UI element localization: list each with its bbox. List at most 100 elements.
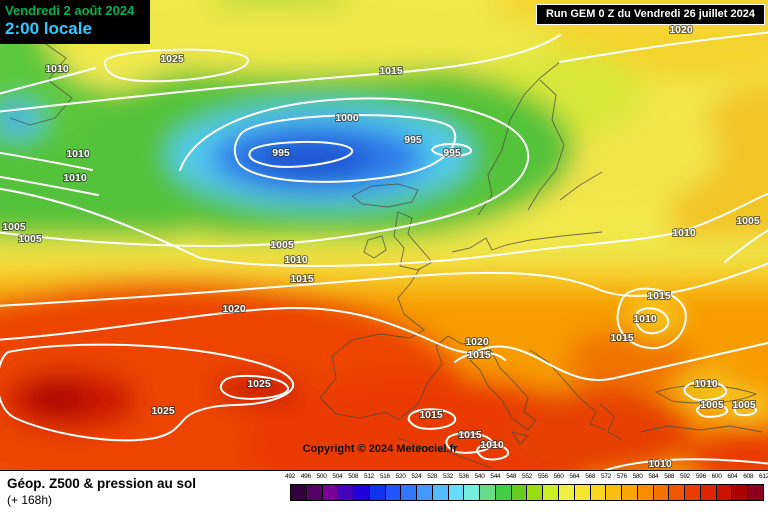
scale-cell [432, 485, 449, 500]
scale-cell [637, 485, 654, 500]
scale-value: 508 [348, 473, 359, 480]
isobar-value-label: 995 [404, 134, 422, 146]
isobar-value-label: 1015 [290, 273, 314, 285]
isobar-value-label: 1025 [160, 53, 184, 65]
isobar-value-label: 1010 [633, 313, 657, 325]
scale-value: 548 [506, 473, 517, 480]
scale-value: 512 [364, 473, 374, 480]
scale-value: 604 [727, 473, 738, 480]
scale-cell [574, 485, 591, 500]
scale-cell [480, 485, 496, 500]
isobar-value-label: 1005 [270, 239, 294, 251]
isobar-value-label: 1010 [63, 172, 87, 184]
isobar-value-label: 1010 [694, 378, 718, 390]
isobar-value-label: 1015 [647, 290, 671, 302]
scale-cell [669, 485, 686, 500]
forecast-hour: (+ 168h) [7, 493, 53, 507]
run-info-box: Run GEM 0 Z du Vendredi 26 juillet 2024 [535, 4, 765, 25]
isobar-value-label: 1025 [247, 378, 271, 390]
isobar-value-label: 995 [272, 147, 290, 159]
scale-cell [511, 485, 528, 500]
scale-value: 544 [490, 473, 501, 480]
valid-time-box: Vendredi 2 août 2024 2:00 locale [0, 0, 151, 44]
map-title: Géop. Z500 & pression au sol [7, 476, 197, 491]
scale-value: 540 [474, 473, 485, 480]
forecast-map: 1010102510151020100099599599510101010100… [0, 0, 768, 470]
scale-cell [685, 485, 701, 500]
scale-value: 504 [332, 473, 343, 480]
scale-cell [291, 485, 307, 500]
isobar-value-label: 995 [443, 147, 461, 159]
scale-cell [732, 485, 749, 500]
scale-cell [495, 485, 512, 500]
scale-value: 520 [395, 473, 406, 480]
scale-cell [306, 485, 323, 500]
scale-value: 536 [458, 473, 469, 480]
coastlines [9, 0, 763, 469]
scale-cell [401, 485, 418, 500]
scale-value: 608 [743, 473, 754, 480]
isobar-value-label: 1015 [467, 349, 491, 361]
isobar-value-label: 1005 [700, 399, 724, 411]
isobar-value-label: 1010 [66, 148, 90, 160]
scale-value: 524 [411, 473, 422, 480]
scale-value: 564 [569, 473, 580, 480]
isobar-value-label: 1015 [458, 429, 482, 441]
scale-cell [653, 485, 670, 500]
scale-value: 612 [759, 473, 768, 480]
legend-bar: Géop. Z500 & pression au sol (+ 168h) 49… [0, 470, 768, 512]
scale-value: 556 [537, 473, 548, 480]
scale-value: 500 [316, 473, 327, 480]
scale-value: 572 [601, 473, 611, 480]
isobar-labels: 1010102510151020100099599599510101010100… [1, 23, 761, 470]
scale-value: 588 [664, 473, 675, 480]
scale-cell [606, 485, 623, 500]
scale-value: 492 [285, 473, 295, 480]
scale-cells [290, 484, 764, 501]
scale-cell [322, 485, 339, 500]
scale-value: 560 [553, 473, 564, 480]
isobar-value-label: 1020 [222, 303, 246, 315]
color-scale: 492 496 500 504 508 512 516 520 524 528 532 536 540 5… [285, 473, 768, 511]
scale-numbers: 492 496 500 504 508 512 516 520 524 528 532 536 540 5… [285, 473, 768, 482]
isobar-value-label: 1015 [610, 332, 634, 344]
scale-value: 580 [632, 473, 643, 480]
isobar-value-label: 1005 [18, 233, 42, 245]
isobar-value-label: 1005 [736, 215, 760, 227]
scale-value: 584 [648, 473, 659, 480]
scale-value: 516 [379, 473, 390, 480]
scale-cell [338, 485, 355, 500]
scale-cell [464, 485, 481, 500]
scale-value: 496 [300, 473, 311, 480]
scale-cell [417, 485, 433, 500]
valid-date: Vendredi 2 août 2024 [5, 3, 135, 18]
copyright-text: Copyright © 2024 Meteociel.fr [303, 443, 459, 455]
scale-cell [448, 485, 465, 500]
scale-cell [700, 485, 717, 500]
isobar-contours [0, 31, 768, 470]
scale-value: 528 [427, 473, 438, 480]
scale-value: 532 [443, 473, 453, 480]
scale-cell [527, 485, 544, 500]
scale-cell [354, 485, 370, 500]
isobar-value-label: 1010 [648, 458, 672, 470]
scale-cell [716, 485, 733, 500]
isobar-value-label: 1020 [669, 24, 693, 36]
isobar-value-label: 1010 [45, 63, 69, 75]
scale-value: 568 [585, 473, 596, 480]
scale-cell [543, 485, 560, 500]
isobar-value-label: 1010 [480, 439, 504, 451]
isobar-value-label: 1010 [284, 254, 308, 266]
scale-value: 592 [680, 473, 690, 480]
scale-value: 576 [616, 473, 627, 480]
scale-cell [385, 485, 402, 500]
scale-cell [369, 485, 386, 500]
scale-value: 600 [711, 473, 722, 480]
scale-cell [590, 485, 607, 500]
forecast-map-container: 1010 1025 1015 1020 1000 995 995 995 1010 1010 100… [0, 0, 768, 470]
isobar-value-label: 1005 [2, 221, 26, 233]
scale-value: 596 [695, 473, 706, 480]
isobar-value-label: 1020 [465, 336, 489, 348]
isobar-value-label: 1005 [732, 399, 756, 411]
